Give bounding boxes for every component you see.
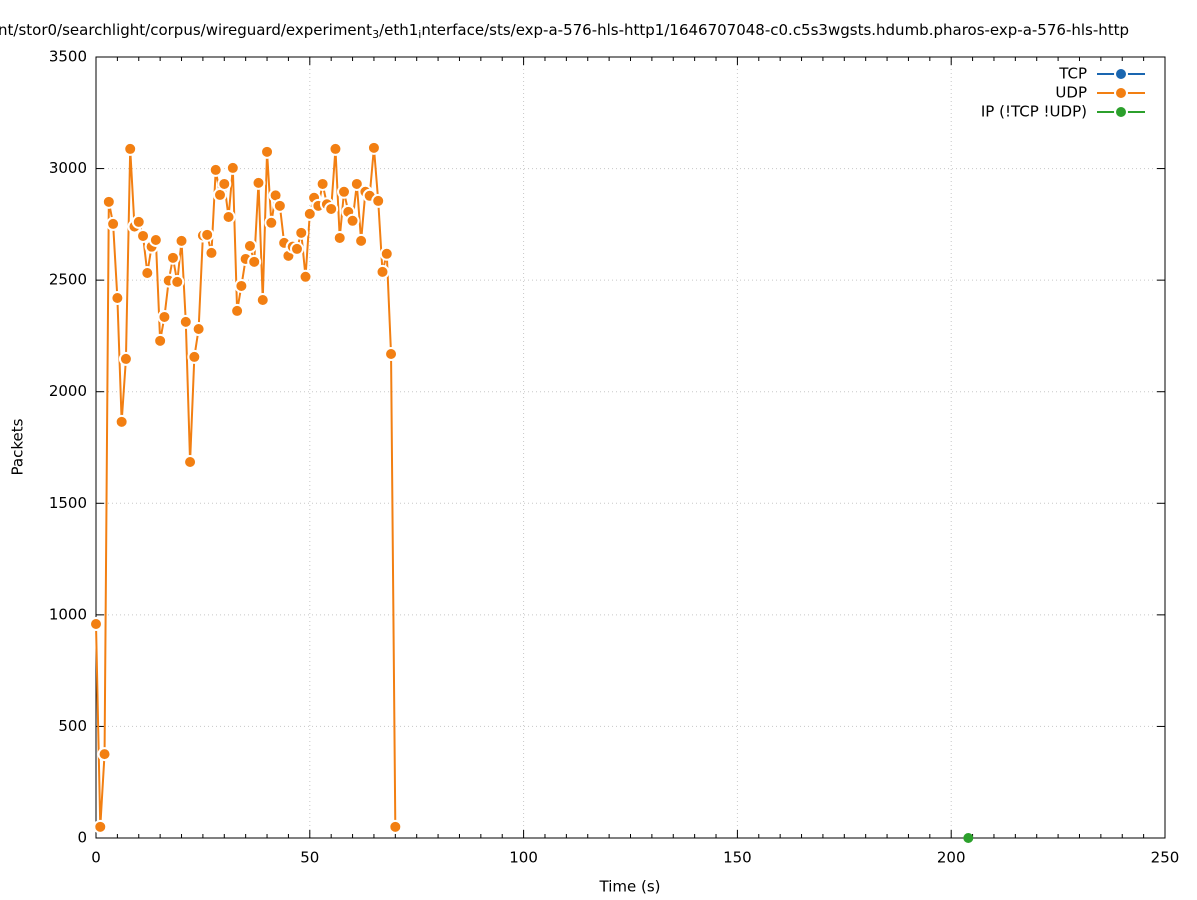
data-point — [101, 194, 116, 209]
title-part: nterface/sts/exp-a-576-hls-http1/1646707… — [421, 21, 1129, 39]
data-point — [204, 245, 219, 260]
data-point — [349, 176, 364, 191]
data-point — [371, 193, 386, 208]
data-point — [165, 250, 180, 265]
data-point — [114, 414, 129, 429]
data-point — [110, 290, 125, 305]
data-point — [260, 144, 275, 159]
x-tick-label: 100 — [509, 849, 538, 867]
data-point — [170, 274, 185, 289]
legend-marker — [1114, 86, 1128, 100]
data-point — [217, 176, 232, 191]
data-point — [157, 309, 172, 324]
y-tick-label: 3000 — [49, 159, 87, 177]
legend-label: TCP — [1058, 65, 1087, 83]
data-point — [187, 349, 202, 364]
data-point — [106, 216, 121, 231]
legend-marker — [1114, 105, 1128, 119]
data-point — [178, 314, 193, 329]
data-point — [140, 266, 155, 281]
legend-marker — [1114, 67, 1128, 81]
y-tick-label: 0 — [77, 829, 87, 847]
data-point — [315, 176, 330, 191]
data-point — [251, 175, 266, 190]
chart-title: nt/stor0/searchlight/corpus/wireguard/ex… — [0, 21, 1129, 42]
data-point — [97, 747, 112, 762]
data-point — [337, 184, 352, 199]
y-axis-label: Packets — [9, 418, 27, 475]
data-point — [123, 141, 138, 156]
title-part: nt/stor0/searchlight/corpus/wireguard/ex… — [0, 21, 372, 39]
x-tick-label: 0 — [91, 849, 101, 867]
title-subscript: i — [418, 28, 421, 41]
data-point — [131, 214, 146, 229]
data-point — [345, 213, 360, 228]
data-point — [118, 351, 133, 366]
legend-label: UDP — [1055, 84, 1087, 102]
data-point — [294, 225, 309, 240]
x-axis-label: Time (s) — [599, 878, 661, 896]
plot-frame — [95, 56, 1166, 839]
data-point — [93, 819, 108, 834]
data-point — [242, 239, 257, 254]
y-tick-label: 2000 — [49, 382, 87, 400]
title-part: /eth1 — [379, 21, 418, 39]
data-point — [328, 141, 343, 156]
y-tick-label: 1500 — [49, 494, 87, 512]
data-point — [174, 233, 189, 248]
y-tick-label: 500 — [58, 717, 87, 735]
y-tick-label: 2500 — [49, 271, 87, 289]
data-point — [963, 833, 974, 843]
data-point — [384, 347, 399, 362]
data-point — [136, 228, 151, 243]
data-point — [289, 241, 304, 256]
data-point — [221, 209, 236, 224]
data-point — [354, 233, 369, 248]
data-point — [153, 333, 168, 348]
data-point — [272, 198, 287, 213]
data-point — [225, 160, 240, 175]
x-tick-label: 50 — [300, 849, 319, 867]
data-point — [332, 230, 347, 245]
data-point — [148, 232, 163, 247]
y-tick-label: 1000 — [49, 605, 87, 623]
x-tick-label: 250 — [1151, 849, 1180, 867]
data-point — [379, 246, 394, 261]
data-point — [208, 162, 223, 177]
data-point — [230, 303, 245, 318]
data-point — [200, 227, 215, 242]
data-point — [302, 206, 317, 221]
title-subscript: 3 — [372, 28, 379, 41]
data-point — [89, 617, 103, 632]
data-point — [183, 455, 198, 470]
data-point — [255, 293, 270, 308]
data-point — [298, 269, 313, 284]
x-tick-label: 150 — [723, 849, 752, 867]
y-tick-label: 3500 — [49, 48, 87, 66]
data-point — [375, 264, 390, 279]
data-point — [191, 322, 206, 337]
x-tick-label: 200 — [937, 849, 966, 867]
data-point — [247, 254, 262, 269]
data-point — [234, 278, 249, 293]
data-point — [264, 215, 279, 230]
legend-label: IP (!TCP !UDP) — [981, 103, 1087, 121]
data-point — [366, 140, 381, 155]
data-point — [324, 201, 339, 216]
data-point — [388, 819, 403, 834]
